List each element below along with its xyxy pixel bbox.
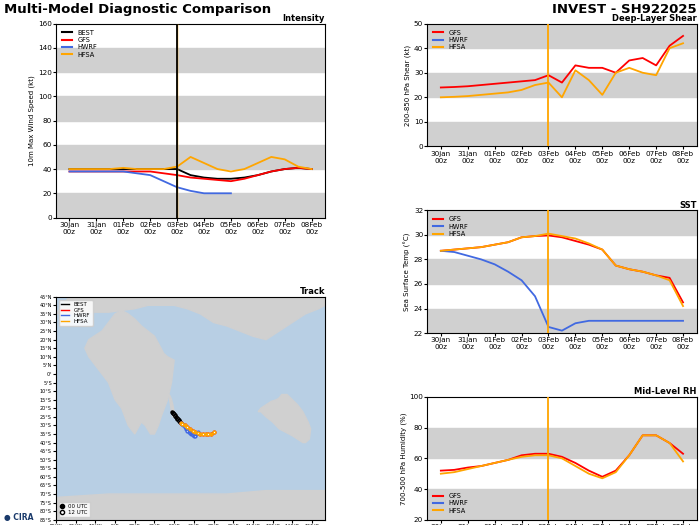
Bar	[56, 145, 325, 169]
Legend: GFS, HWRF, HFSA: GFS, HWRF, HFSA	[430, 27, 471, 53]
Bar	[428, 24, 696, 48]
Bar	[428, 428, 696, 458]
Text: Intensity: Intensity	[283, 14, 325, 23]
Polygon shape	[85, 310, 174, 434]
Text: Deep-Layer Shear: Deep-Layer Shear	[612, 14, 696, 23]
Bar	[56, 48, 325, 72]
Bar	[428, 489, 696, 520]
Bar	[428, 211, 696, 235]
Legend: BEST, GFS, HWRF, HFSA: BEST, GFS, HWRF, HFSA	[60, 27, 99, 60]
Polygon shape	[56, 297, 325, 340]
Text: Track: Track	[300, 287, 325, 296]
Bar	[428, 309, 696, 333]
Text: INVEST - SH922025: INVEST - SH922025	[552, 3, 696, 16]
Bar	[428, 259, 696, 284]
Polygon shape	[167, 394, 174, 417]
Y-axis label: 10m Max Wind Speed (kt): 10m Max Wind Speed (kt)	[29, 75, 35, 166]
Bar	[56, 193, 325, 217]
Text: SST: SST	[679, 201, 696, 209]
Text: ● CIRA: ● CIRA	[4, 513, 33, 522]
Bar	[428, 73, 696, 97]
Polygon shape	[258, 394, 311, 443]
Y-axis label: 700-500 hPa Humidity (%): 700-500 hPa Humidity (%)	[400, 412, 407, 505]
Polygon shape	[56, 490, 325, 520]
Legend: 00 UTC, 12 UTC: 00 UTC, 12 UTC	[59, 502, 90, 517]
Y-axis label: Sea Surface Temp (°C): Sea Surface Temp (°C)	[404, 233, 411, 311]
Bar	[428, 122, 696, 146]
Legend: GFS, HWRF, HFSA: GFS, HWRF, HFSA	[430, 490, 471, 517]
Text: Mid-Level RH: Mid-Level RH	[634, 387, 696, 396]
Text: Multi-Model Diagnostic Comparison: Multi-Model Diagnostic Comparison	[4, 3, 271, 16]
Bar	[56, 97, 325, 121]
Y-axis label: 200-850 hPa Shear (kt): 200-850 hPa Shear (kt)	[405, 45, 411, 125]
Legend: GFS, HWRF, HFSA: GFS, HWRF, HFSA	[430, 214, 471, 239]
